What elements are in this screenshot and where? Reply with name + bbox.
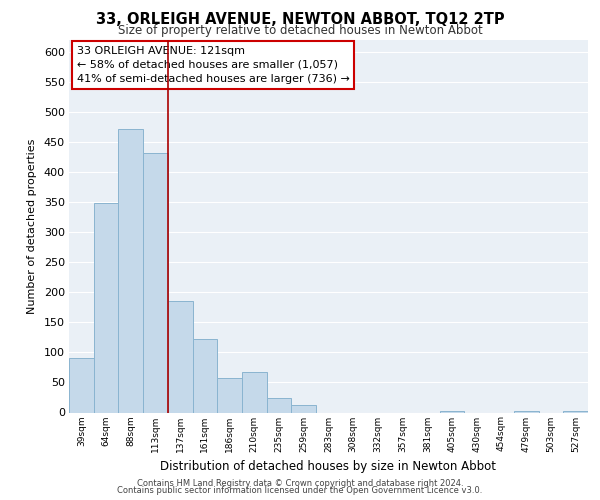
Bar xyxy=(69,358,94,412)
Text: Contains public sector information licensed under the Open Government Licence v3: Contains public sector information licen… xyxy=(118,486,482,495)
Bar xyxy=(168,302,193,412)
Text: Size of property relative to detached houses in Newton Abbot: Size of property relative to detached ho… xyxy=(118,24,482,37)
Bar xyxy=(193,339,217,412)
Bar xyxy=(217,378,242,412)
X-axis label: Distribution of detached houses by size in Newton Abbot: Distribution of detached houses by size … xyxy=(161,460,497,473)
Text: 33 ORLEIGH AVENUE: 121sqm
← 58% of detached houses are smaller (1,057)
41% of se: 33 ORLEIGH AVENUE: 121sqm ← 58% of detac… xyxy=(77,46,350,84)
Bar xyxy=(242,372,267,412)
Bar xyxy=(267,398,292,412)
Bar xyxy=(118,129,143,412)
Bar xyxy=(143,153,168,412)
Bar xyxy=(292,406,316,412)
Text: 33, ORLEIGH AVENUE, NEWTON ABBOT, TQ12 2TP: 33, ORLEIGH AVENUE, NEWTON ABBOT, TQ12 2… xyxy=(95,12,505,28)
Text: Contains HM Land Registry data © Crown copyright and database right 2024.: Contains HM Land Registry data © Crown c… xyxy=(137,478,463,488)
Y-axis label: Number of detached properties: Number of detached properties xyxy=(27,138,37,314)
Bar xyxy=(94,204,118,412)
